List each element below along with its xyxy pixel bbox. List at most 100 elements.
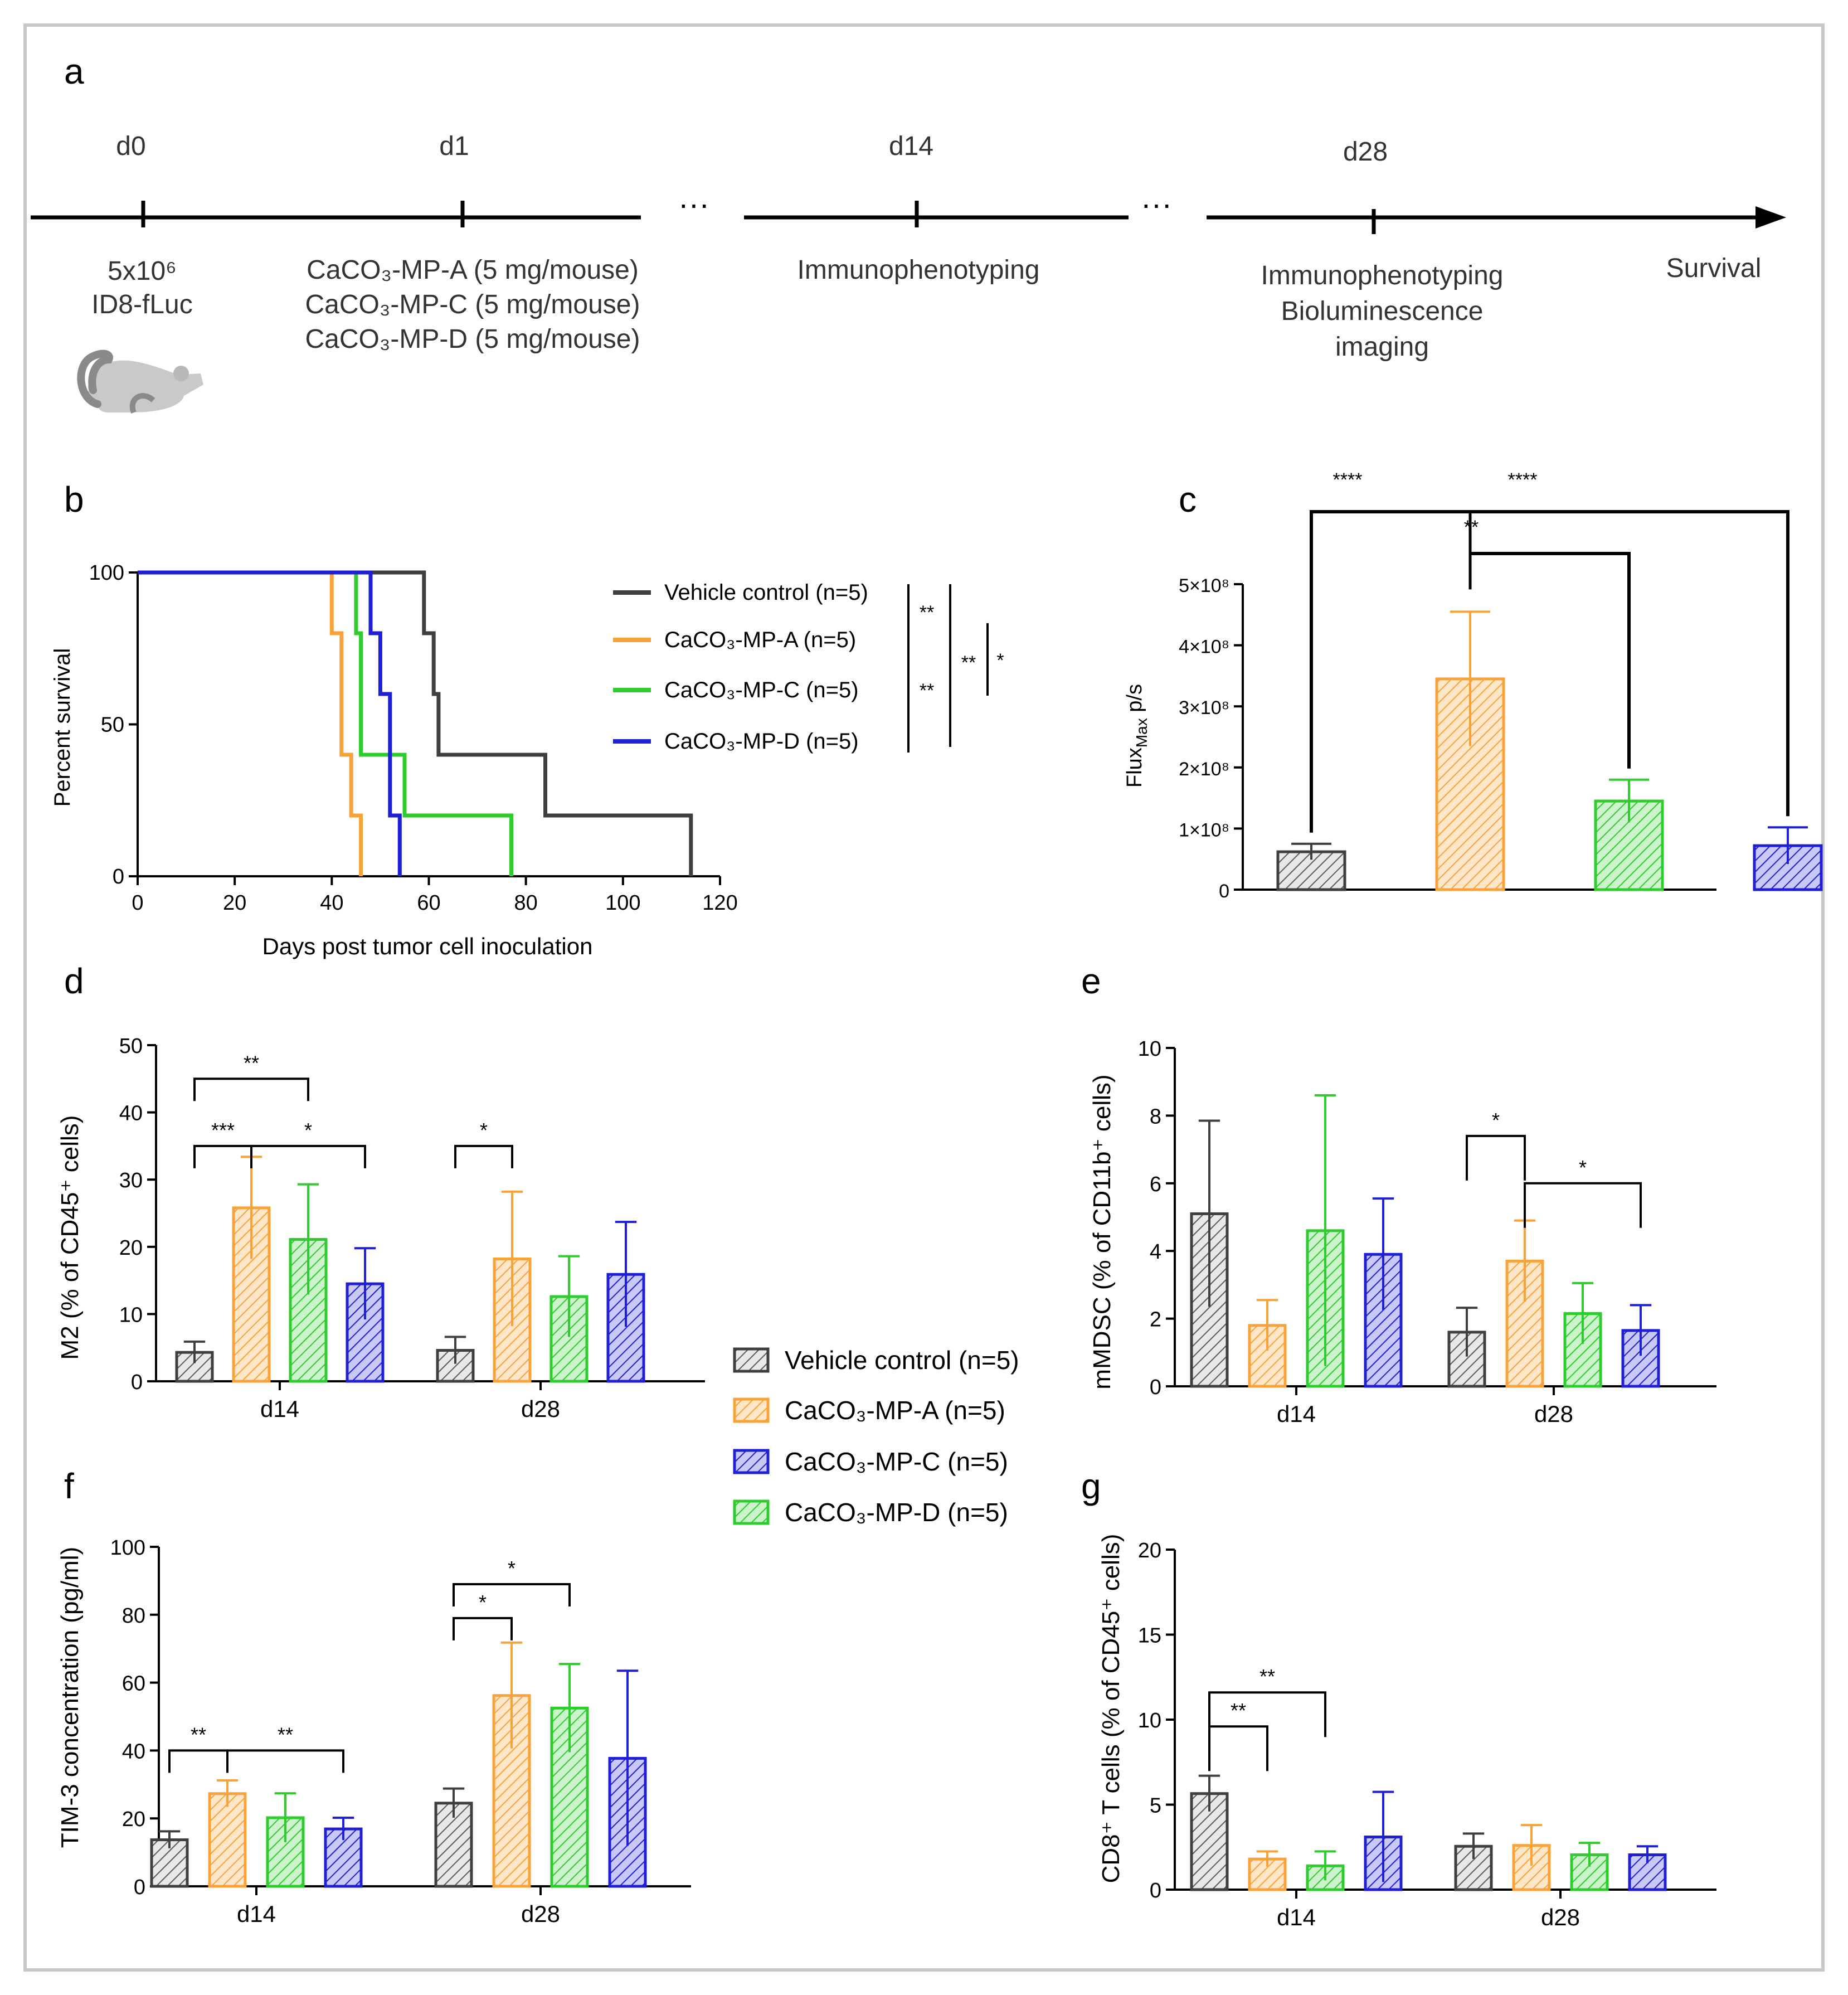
km-y-tick-label: 100 — [89, 561, 124, 585]
significance-label: * — [304, 1119, 312, 1142]
km-y-tick-label: 50 — [101, 713, 124, 737]
y-tick-label: 8 — [1150, 1105, 1161, 1128]
y-tick-label: 40 — [122, 1740, 145, 1763]
y-tick-label: 0 — [134, 1876, 145, 1899]
legend-label: CaCO₃-MP-A (n=5) — [785, 1396, 1005, 1425]
panel-label-f: f — [64, 1466, 74, 1506]
panel-e: e mMDSC (% of CD11b⁺ cells) 0 2 4 6 8 10 d14 d2… — [1081, 961, 1716, 1427]
km-legend-label: CaCO₃-MP-A (n=5) — [664, 628, 856, 652]
y-tick-label: 10 — [1138, 1037, 1161, 1061]
km-sig-1: ** — [920, 602, 934, 623]
timeline-ellipsis-1: ··· — [678, 186, 709, 221]
x-tick-label: d28 — [521, 1396, 560, 1422]
x-tick-label: d14 — [237, 1901, 276, 1927]
panel-label-e: e — [1081, 961, 1101, 1001]
x-tick-label: d28 — [1541, 1904, 1580, 1930]
panel-f: f TIM-3 concentration (pg/ml) 0 20 40 60 80 1… — [56, 1466, 691, 1927]
timeline-day-d0: d0 — [116, 132, 145, 161]
km-significance: ** ** ** * — [907, 584, 1004, 753]
y-tick-label: 10 — [119, 1303, 143, 1327]
y-tick-label: 4×10⁸ — [1179, 637, 1229, 658]
y-tick-label: 20 — [119, 1236, 143, 1260]
legend-swatch — [733, 1499, 770, 1525]
panel-d: d M2 (% of CD45⁺ cells) 0 10 20 30 40 50 d14 d2… — [56, 961, 705, 1422]
km-sig-4: * — [996, 650, 1004, 671]
km-x-tick-label: 120 — [702, 891, 737, 915]
km-y-tick-label: 0 — [113, 865, 124, 889]
timeline-d1-line-3: CaCO₃-MP-D (5 mg/mouse) — [305, 324, 640, 354]
timeline-d14-line-1: Immunophenotyping — [797, 255, 1040, 285]
km-legend-label: CaCO₃-MP-C (n=5) — [664, 678, 859, 702]
bar — [208, 1792, 247, 1888]
legend-label: CaCO₃-MP-D (n=5) — [785, 1498, 1008, 1527]
km-legend: Vehicle control (n=5) CaCO₃-MP-A (n=5) CaC… — [613, 580, 868, 754]
km-series-line — [138, 570, 363, 876]
km-lines — [138, 570, 693, 876]
y-tick-label: 15 — [1138, 1624, 1161, 1648]
y-tick-label: 100 — [110, 1536, 145, 1560]
timeline-d28-line-1: Immunophenotyping — [1261, 261, 1504, 290]
cd8-ylabel: CD8⁺ T cells (% of CD45⁺ cells) — [1097, 1534, 1125, 1884]
x-tick-label: d14 — [260, 1396, 299, 1422]
timeline-ellipsis-2: ··· — [1141, 186, 1172, 221]
significance-label: **** — [1508, 469, 1538, 491]
km-ylabel: Percent survival — [50, 648, 75, 807]
x-tick-label: d14 — [1277, 1401, 1316, 1427]
significance-bracket — [1466, 1134, 1526, 1181]
significance-bracket — [1208, 1725, 1268, 1771]
timeline-d1-line-1: CaCO₃-MP-A (5 mg/mouse) — [307, 255, 639, 285]
panel-g: g CD8⁺ T cells (% of CD45⁺ cells) 0 5 10 15… — [1081, 1466, 1716, 1930]
significance-label: * — [1579, 1156, 1587, 1179]
mmdsc-ylabel: mMDSC (% of CD11b⁺ cells) — [1088, 1074, 1116, 1389]
km-x-tick-label: 100 — [605, 891, 640, 915]
timeline-d28-line-2: Bioluminescence — [1281, 297, 1484, 326]
x-tick-label: d14 — [1277, 1904, 1316, 1930]
flux-chart: 01×10⁸2×10⁸3×10⁸4×10⁸5×10⁸**************… — [1179, 0, 1823, 902]
y-tick-label: 60 — [122, 1672, 145, 1696]
y-tick-label: 10 — [1138, 1709, 1161, 1732]
legend-swatch — [733, 1347, 770, 1373]
timeline-d0-line-1: 5x10⁶ — [108, 256, 177, 286]
significance-label: ** — [1541, 0, 1557, 4]
y-tick-label: 0 — [1219, 881, 1229, 902]
x-tick-label: d28 — [521, 1901, 560, 1927]
timeline-arrowhead — [1755, 206, 1786, 229]
y-tick-label: 30 — [119, 1169, 143, 1192]
significance-label: **** — [1534, 0, 1565, 4]
timeline-d28-line-3: imaging — [1335, 332, 1429, 362]
significance-label: ** — [1259, 1665, 1275, 1688]
legend-swatch — [733, 1397, 770, 1423]
figure-frame — [23, 23, 1825, 1972]
significance-label: **** — [1333, 469, 1363, 491]
km-legend-label: Vehicle control (n=5) — [664, 580, 868, 605]
significance-bracket — [168, 1749, 228, 1773]
y-tick-label: 40 — [119, 1102, 143, 1125]
panel-b: b Percent survival Days post tumor cell … — [50, 479, 1004, 959]
legend-label: Vehicle control (n=5) — [785, 1346, 1019, 1375]
significance-label: ** — [1464, 517, 1479, 538]
significance-bracket — [1310, 510, 1789, 833]
y-tick-label: 20 — [122, 1808, 145, 1831]
significance-bracket — [193, 1077, 309, 1101]
timeline-day-d28: d28 — [1343, 137, 1388, 167]
cd8-chart: 0 5 10 15 20 d14 d28 ** ** — [1138, 1539, 1716, 1930]
significance-label: * — [479, 1591, 487, 1614]
significance-label: ** — [244, 1051, 259, 1074]
panel-label-b: b — [64, 479, 84, 520]
significance-bracket — [1208, 1691, 1326, 1737]
y-tick-label: 0 — [1150, 1376, 1161, 1399]
km-x-tick-label: 60 — [417, 891, 440, 915]
km-x-tick-label: 40 — [320, 891, 343, 915]
km-series-line — [138, 570, 513, 876]
km-axes: 0 20 40 60 80 100 120 0 50 100 — [89, 561, 738, 915]
km-x-tick-label: 0 — [132, 891, 143, 915]
significance-bracket — [454, 1144, 513, 1168]
km-x-tick-label: 20 — [223, 891, 246, 915]
mouse-icon — [77, 350, 203, 414]
significance-bracket — [1524, 1182, 1642, 1228]
significance-bracket — [250, 1144, 366, 1168]
significance-bracket — [453, 1583, 571, 1606]
significance-label: ** — [191, 1723, 206, 1746]
